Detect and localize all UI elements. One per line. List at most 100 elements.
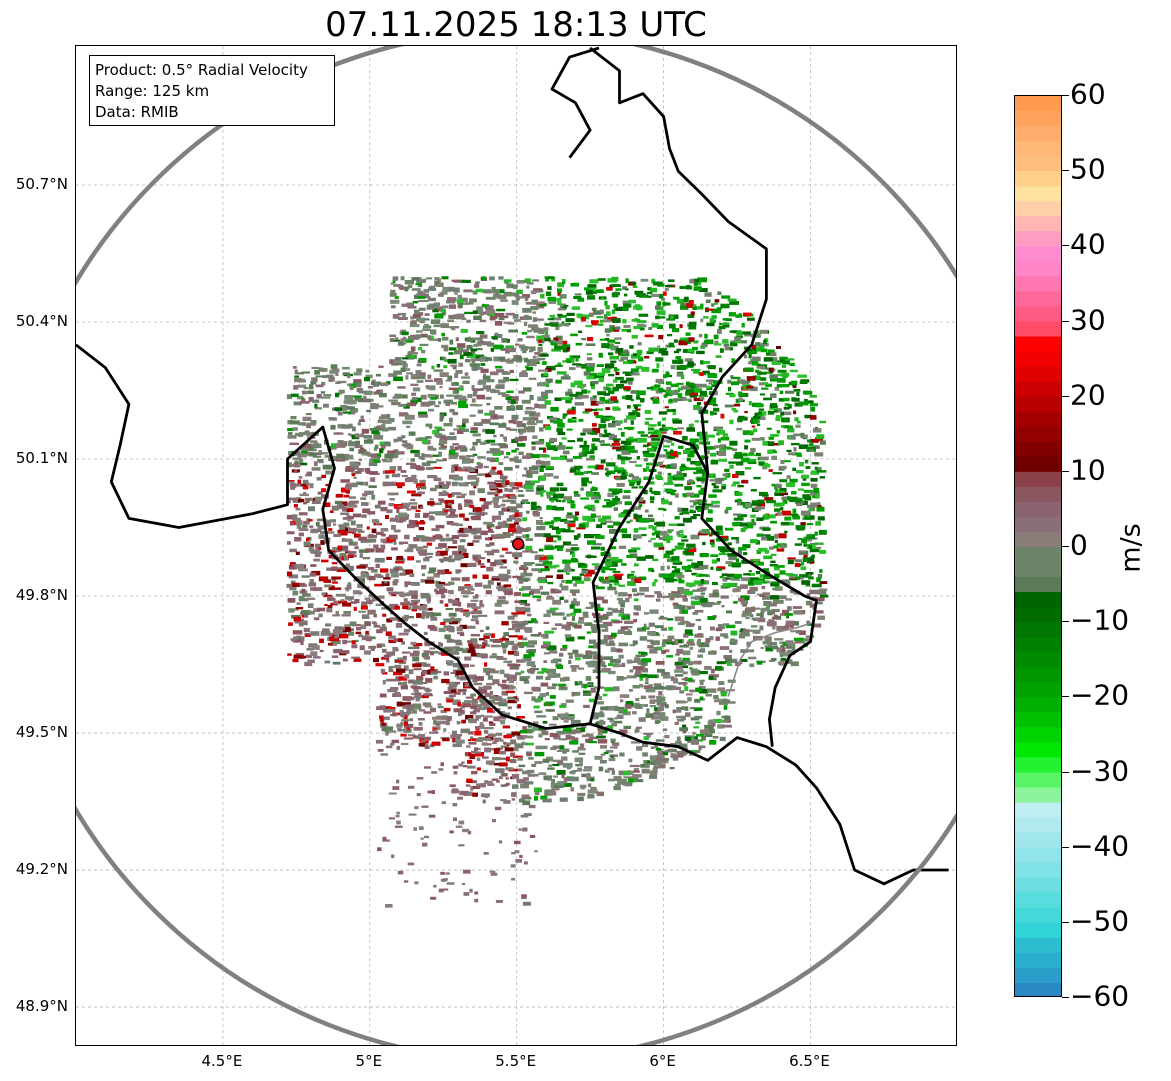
- colorbar-band: [1015, 381, 1061, 398]
- info-source: Data: RMIB: [95, 103, 179, 121]
- map-title: 07.11.2025 18:13 UTC: [325, 5, 707, 45]
- colorbar-band: [1015, 216, 1061, 232]
- colorbar-band: [1015, 516, 1061, 533]
- colorbar-tick-label: −60: [1070, 979, 1130, 1013]
- colorbar-band: [1015, 577, 1061, 593]
- colorbar-tick: [1062, 395, 1069, 397]
- colorbar-band: [1015, 426, 1061, 443]
- colorbar-band: [1015, 306, 1061, 322]
- colorbar-band: [1015, 471, 1061, 488]
- colorbar-band: [1015, 952, 1061, 969]
- colorbar-band: [1015, 682, 1061, 698]
- colorbar-tick-label: −30: [1070, 753, 1130, 787]
- colorbar-tick: [1062, 846, 1069, 848]
- colorbar-band: [1015, 592, 1061, 608]
- colorbar-band: [1015, 321, 1061, 338]
- colorbar-band: [1015, 126, 1061, 142]
- colorbar-tick-label: −50: [1070, 904, 1130, 938]
- colorbar-tick: [1062, 470, 1069, 472]
- colorbar-band: [1015, 712, 1061, 728]
- colorbar-band: [1015, 817, 1061, 834]
- colorbar-band: [1015, 201, 1061, 217]
- colorbar-tick-label: 60: [1070, 77, 1106, 111]
- border-line: [76, 343, 949, 886]
- colorbar-band: [1015, 862, 1061, 879]
- colorbar-band: [1015, 877, 1061, 894]
- colorbar-band: [1015, 847, 1061, 864]
- colorbar-band: [1015, 607, 1061, 623]
- colorbar-tick: [1062, 997, 1069, 998]
- colorbar-band: [1015, 652, 1061, 668]
- colorbar-band: [1015, 231, 1061, 247]
- colorbar-tick: [1062, 621, 1069, 623]
- colorbar-band: [1015, 246, 1061, 262]
- radar-map[interactable]: [75, 45, 957, 1046]
- colorbar-band: [1015, 501, 1061, 518]
- colorbar-tick: [1062, 245, 1069, 247]
- colorbar-band: [1015, 982, 1061, 996]
- lat-tick-label: 49.5°N: [15, 723, 68, 742]
- country-borders: [76, 46, 949, 886]
- info-product: Product: 0.5° Radial Velocity: [95, 61, 308, 79]
- lon-tick-label: 6°E: [649, 1052, 676, 1070]
- colorbar-tick: [1062, 546, 1069, 547]
- border-line: [550, 46, 600, 159]
- colorbar-band: [1015, 697, 1061, 713]
- colorbar-band: [1015, 667, 1061, 683]
- colorbar-band: [1015, 832, 1061, 849]
- lat-tick-label: 48.9°N: [15, 997, 68, 1016]
- colorbar-tick: [1062, 170, 1069, 172]
- colorbar-band: [1015, 757, 1061, 773]
- colorbar-band: [1015, 547, 1061, 578]
- colorbar-band: [1015, 772, 1061, 789]
- colorbar-band: [1015, 802, 1061, 819]
- colorbar-band: [1015, 742, 1061, 758]
- colorbar-tick-label: 30: [1070, 302, 1106, 336]
- colorbar-band: [1015, 351, 1061, 368]
- colorbar-tick: [1062, 771, 1069, 773]
- colorbar: [1014, 95, 1062, 997]
- colorbar-unit-label: m/s: [1115, 523, 1147, 573]
- inner-border-line: [727, 622, 811, 697]
- colorbar-band: [1015, 111, 1061, 127]
- lat-tick-label: 50.4°N: [15, 312, 68, 330]
- colorbar-gradient: [1015, 96, 1061, 996]
- lat-tick-label: 49.2°N: [15, 860, 68, 879]
- colorbar-tick-label: −20: [1070, 678, 1130, 712]
- colorbar-band: [1015, 937, 1061, 954]
- colorbar-band: [1015, 531, 1061, 548]
- colorbar-tick: [1062, 696, 1069, 698]
- colorbar-tick-label: 0: [1070, 528, 1088, 562]
- colorbar-tick: [1062, 921, 1069, 923]
- colorbar-band: [1015, 486, 1061, 503]
- colorbar-band: [1015, 892, 1061, 909]
- colorbar-band: [1015, 366, 1061, 383]
- lon-tick-label: 4.5°E: [201, 1052, 243, 1070]
- colorbar-band: [1015, 171, 1061, 187]
- radar-echoes: [286, 276, 829, 908]
- colorbar-band: [1015, 276, 1061, 292]
- lon-tick-label: 5.5°E: [495, 1052, 537, 1070]
- lat-tick-label: 50.7°N: [15, 175, 68, 193]
- colorbar-band: [1015, 336, 1061, 353]
- lon-tick-label: 6.5°E: [789, 1052, 830, 1070]
- radar-map-canvas: [76, 46, 956, 1045]
- colorbar-band: [1015, 396, 1061, 413]
- border-line: [588, 434, 818, 747]
- lon-tick-label: 5°E: [355, 1052, 383, 1070]
- colorbar-tick-label: 50: [1070, 152, 1106, 186]
- colorbar-tick-label: −40: [1070, 829, 1130, 863]
- info-range: Range: 125 km: [95, 82, 210, 100]
- colorbar-band: [1015, 156, 1061, 172]
- colorbar-band: [1015, 967, 1061, 984]
- lat-tick-label: 50.1°N: [15, 449, 68, 468]
- colorbar-band: [1015, 291, 1061, 307]
- colorbar-band: [1015, 907, 1061, 924]
- colorbar-band: [1015, 622, 1061, 638]
- colorbar-tick-label: 10: [1070, 453, 1106, 487]
- colorbar-band: [1015, 141, 1061, 157]
- colorbar-tick-label: −10: [1070, 603, 1130, 637]
- colorbar-tick-label: 20: [1070, 378, 1106, 412]
- colorbar-tick: [1062, 320, 1069, 322]
- colorbar-band: [1015, 787, 1061, 804]
